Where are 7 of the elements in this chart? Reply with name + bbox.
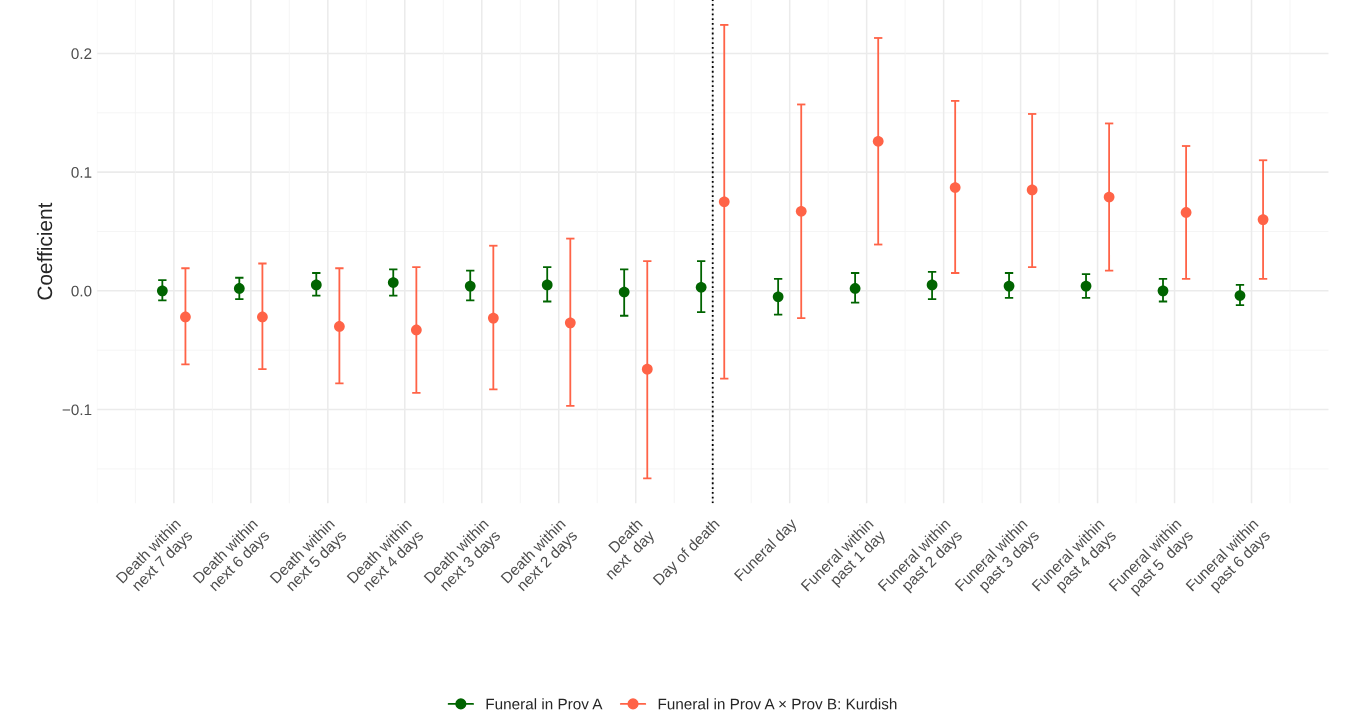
y-tick-label: 0.2 — [71, 48, 92, 60]
y-tick-label: −0.1 — [62, 404, 92, 416]
y-axis-title: Coefficient — [36, 202, 53, 300]
legend-label: Funeral in Prov A — [486, 698, 603, 710]
y-tick-label: 0.1 — [71, 166, 92, 178]
y-tick-label: 0.0 — [71, 285, 92, 297]
legend-label: Funeral in Prov A × Prov B: Kurdish — [658, 698, 897, 710]
